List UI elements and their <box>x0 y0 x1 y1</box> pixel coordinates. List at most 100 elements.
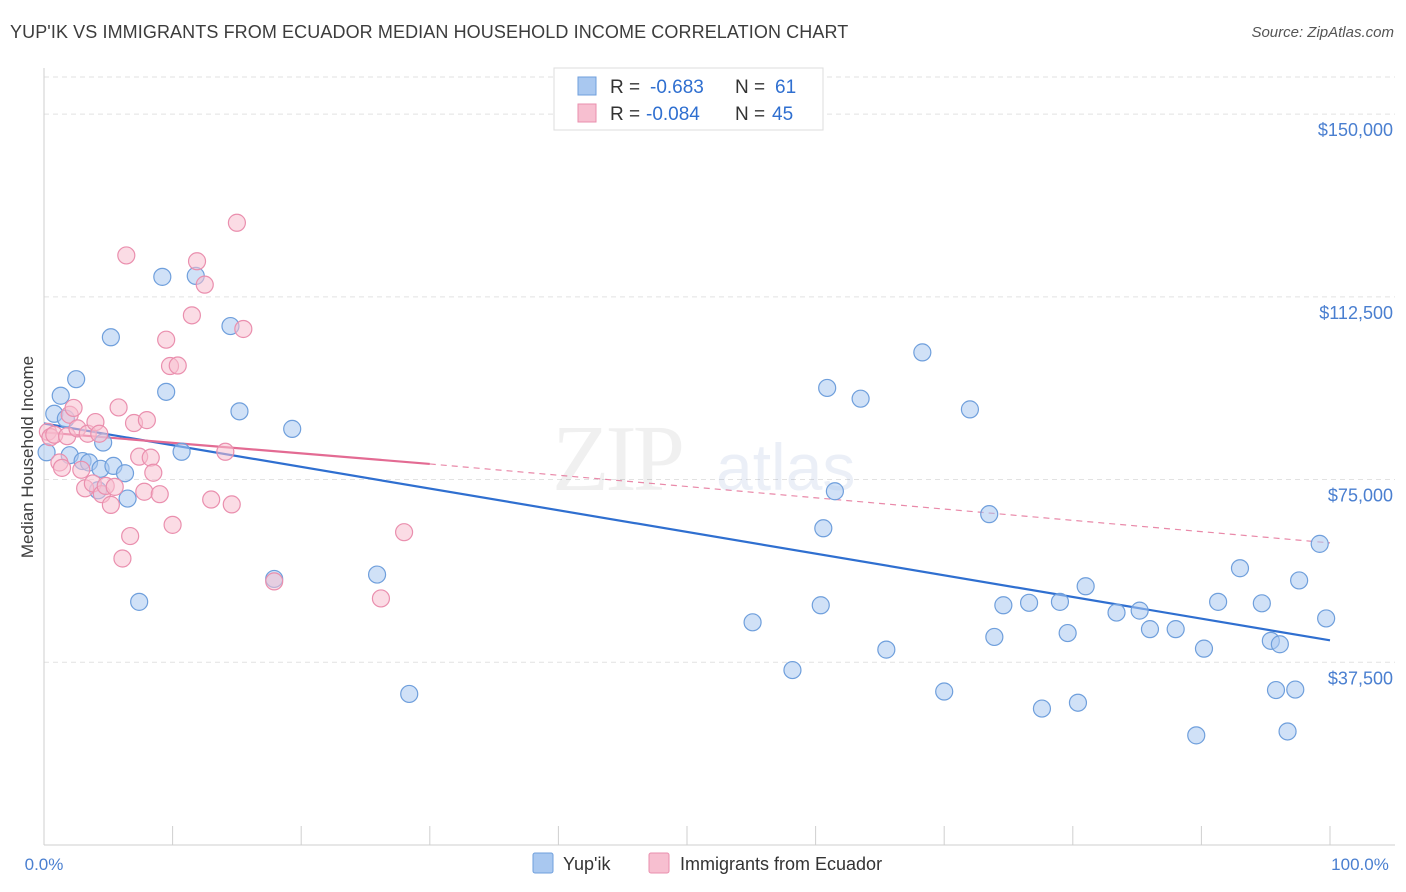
yupik-point <box>980 505 999 524</box>
series-legend: Yup'ik Immigrants from Ecuador <box>532 852 882 874</box>
yupik-point <box>851 389 870 408</box>
yupik-point <box>877 640 896 659</box>
yupik-point <box>1068 693 1088 712</box>
ecuador-point <box>105 477 124 496</box>
ecuador-point <box>113 549 132 568</box>
yupik-point <box>1310 534 1329 553</box>
y-axis-label: Median Household Income <box>18 356 37 558</box>
yupik-point <box>130 592 149 611</box>
yupik-point <box>1252 594 1271 613</box>
ecuador-point <box>163 515 182 534</box>
stats-n-value-ecuador: 45 <box>772 104 793 125</box>
yupik-point <box>1166 620 1185 639</box>
stats-swatch-yupik <box>577 76 597 96</box>
stats-legend-box <box>553 67 824 131</box>
ecuador-point <box>109 398 128 417</box>
yupik-point <box>994 596 1013 615</box>
ecuador-point <box>121 526 140 546</box>
yupik-point <box>783 660 802 680</box>
legend-label-yupik: Yup'ik <box>563 854 611 874</box>
ecuador-point <box>141 448 160 467</box>
yupik-point <box>153 267 172 286</box>
ecuador-point <box>394 523 414 542</box>
yupik-point <box>1270 635 1289 654</box>
yupik-point <box>101 328 120 347</box>
ecuador-point <box>52 458 72 477</box>
ecuador-point <box>168 356 187 375</box>
yupik-point <box>1230 559 1250 578</box>
y-tick-label: $75,000 <box>1328 486 1393 506</box>
yupik-point <box>1290 571 1309 590</box>
yupik-point <box>1076 577 1095 596</box>
stats-swatch-ecuador <box>577 103 597 123</box>
stats-n-label-ecuador: N = <box>735 104 765 125</box>
y-tick-label: $112,500 <box>1319 303 1393 323</box>
stats-r-label-yupik: R = <box>610 77 640 98</box>
yupik-point <box>985 627 1004 647</box>
ecuador-point <box>72 460 91 479</box>
yupik-point <box>935 682 954 701</box>
yupik-point <box>367 565 387 584</box>
legend-swatch-yupik <box>532 852 554 874</box>
stats-r-value-yupik: -0.683 <box>650 77 704 98</box>
yupik-point <box>1140 620 1160 639</box>
trend-line-extension-ecuador <box>429 463 1331 544</box>
ecuador-point <box>135 482 154 501</box>
chart-title: YUP'IK VS IMMIGRANTS FROM ECUADOR MEDIAN… <box>10 22 849 42</box>
stats-r-label-ecuador: R = <box>610 104 640 125</box>
ecuador-point <box>227 213 246 232</box>
yupik-point <box>1187 726 1206 745</box>
yupik-point <box>118 489 137 508</box>
yupik-point <box>1130 601 1149 620</box>
yupik-point <box>814 519 833 538</box>
data-points <box>37 213 1336 745</box>
yupik-point <box>115 464 135 483</box>
stats-r-value-ecuador: -0.084 <box>646 104 700 125</box>
ecuador-point <box>222 495 241 514</box>
y-tick-label: $150,000 <box>1318 120 1393 140</box>
x-tick-label-max: 100.0% <box>1331 855 1389 874</box>
yupik-point <box>913 343 932 362</box>
yupik-point <box>1050 592 1070 611</box>
yupik-point <box>811 596 830 615</box>
yupik-point <box>172 442 191 461</box>
ecuador-point <box>371 589 391 608</box>
watermark-zip: ZIP <box>552 407 682 511</box>
legend-label-ecuador: Immigrants from Ecuador <box>680 854 882 874</box>
yupik-point <box>1317 609 1336 628</box>
ecuador-point <box>117 246 136 265</box>
stats-n-value-yupik: 61 <box>775 77 796 98</box>
y-tick-label: $37,500 <box>1328 668 1393 688</box>
ecuador-point <box>234 319 253 339</box>
yupik-point <box>1278 722 1297 741</box>
ecuador-point <box>182 306 201 325</box>
ecuador-point <box>150 485 169 504</box>
yupik-point <box>1058 623 1077 643</box>
yupik-point <box>1209 592 1228 611</box>
source-credit: Source: ZipAtlas.com <box>1251 24 1394 41</box>
stats-legend: R = -0.683 N = 61 R = -0.084 N = 45 <box>553 67 824 131</box>
yupik-point <box>283 419 302 438</box>
yupik-point <box>51 386 70 405</box>
ecuador-point <box>187 252 207 271</box>
ecuador-point <box>216 442 235 461</box>
yupik-point <box>825 482 844 501</box>
yupik-point <box>1194 639 1214 658</box>
yupik-point <box>1032 699 1052 718</box>
yupik-point <box>400 684 419 704</box>
ecuador-point <box>90 424 109 443</box>
ecuador-point <box>202 490 221 509</box>
grid-lines: $37,500 $75,000 $112,500 $150,000 <box>44 76 1395 688</box>
yupik-point <box>818 378 837 398</box>
yupik-point <box>1266 680 1286 700</box>
ecuador-point <box>157 330 176 349</box>
ecuador-point <box>265 572 284 591</box>
yupik-point <box>67 370 86 389</box>
x-tick-label-min: 0.0% <box>25 855 64 874</box>
ecuador-point <box>195 275 214 294</box>
yupik-point <box>1019 593 1039 612</box>
yupik-point <box>157 382 176 401</box>
watermark: ZIP atlas <box>552 407 855 511</box>
ecuador-point <box>64 398 83 418</box>
